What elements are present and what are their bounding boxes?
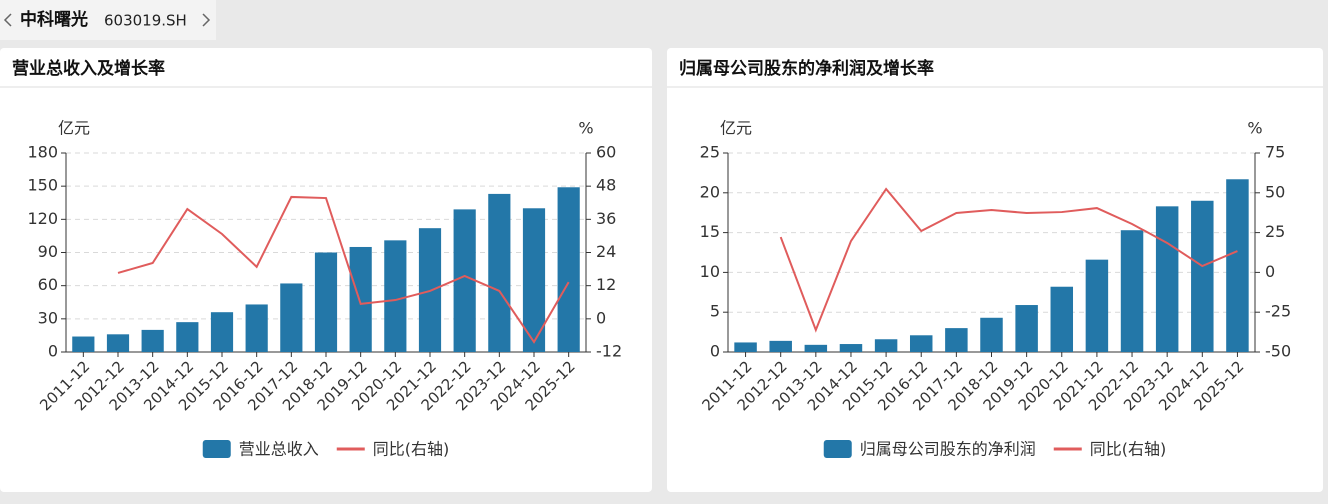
y2-tick-label: -12 bbox=[596, 342, 622, 361]
y-tick-label: 15 bbox=[700, 222, 720, 241]
bar bbox=[980, 317, 1003, 352]
legend-swatch bbox=[202, 440, 231, 458]
bar bbox=[141, 329, 164, 352]
y-tick-label: 180 bbox=[27, 143, 58, 162]
y2-tick-label: 50 bbox=[1265, 182, 1285, 201]
y-tick-label: 20 bbox=[700, 182, 720, 201]
y2-tick-label: 48 bbox=[596, 176, 616, 195]
bar bbox=[874, 339, 898, 352]
y2-tick-label: 12 bbox=[596, 275, 616, 294]
y2-tick-label: 60 bbox=[596, 143, 616, 162]
y2-tick-label: 36 bbox=[596, 209, 616, 228]
y2-tick-label: -25 bbox=[1265, 302, 1291, 321]
legend-swatch bbox=[823, 440, 852, 458]
bar bbox=[245, 304, 268, 352]
y2-axis-unit: % bbox=[1247, 119, 1262, 138]
bar bbox=[734, 342, 757, 352]
y2-tick-label: 24 bbox=[596, 242, 616, 261]
bar bbox=[384, 240, 407, 352]
chart-title: 营业总收入及增长率 bbox=[12, 58, 165, 79]
y-tick-label: 0 bbox=[710, 342, 720, 361]
bar bbox=[1050, 286, 1074, 352]
legend: 归属母公司股东的净利润 同比(右轴) bbox=[823, 440, 1167, 459]
y-tick-label: 0 bbox=[48, 342, 58, 361]
y-axis-unit: 亿元 bbox=[58, 119, 90, 138]
bar bbox=[210, 312, 234, 352]
y-tick-label: 150 bbox=[27, 176, 58, 195]
bar bbox=[280, 283, 303, 352]
bar bbox=[557, 187, 580, 352]
y2-tick-label: -50 bbox=[1265, 342, 1291, 361]
legend-label: 同比(右轴) bbox=[373, 440, 450, 459]
bar bbox=[1226, 179, 1249, 352]
y-tick-label: 5 bbox=[710, 302, 720, 321]
bar bbox=[453, 209, 476, 352]
legend-label: 营业总收入 bbox=[239, 440, 319, 459]
panel bbox=[667, 48, 1323, 492]
legend-label: 同比(右轴) bbox=[1090, 440, 1167, 459]
bar bbox=[176, 322, 199, 352]
bar bbox=[1085, 259, 1109, 352]
bar bbox=[314, 252, 338, 352]
y2-tick-label: 75 bbox=[1265, 143, 1285, 162]
bar bbox=[488, 193, 511, 352]
y-tick-label: 120 bbox=[27, 209, 58, 228]
y2-tick-label: 0 bbox=[596, 308, 606, 327]
bar bbox=[769, 340, 792, 352]
bar bbox=[909, 335, 933, 352]
stock-name: 中科曙光 bbox=[20, 9, 88, 30]
stock-code: 603019.SH bbox=[104, 12, 187, 30]
line bbox=[779, 187, 1238, 333]
bar bbox=[839, 344, 863, 352]
y-tick-label: 10 bbox=[700, 262, 720, 281]
y2-tick-label: 25 bbox=[1265, 222, 1285, 241]
bar bbox=[522, 208, 546, 352]
bar bbox=[72, 336, 95, 352]
bar bbox=[349, 246, 372, 352]
bar bbox=[945, 328, 968, 352]
bar bbox=[1015, 305, 1038, 352]
y-tick-label: 25 bbox=[700, 143, 720, 162]
y-tick-label: 30 bbox=[38, 308, 58, 327]
bar bbox=[1120, 230, 1144, 352]
header-bar bbox=[0, 0, 216, 40]
y-tick-label: 90 bbox=[38, 242, 58, 261]
legend: 营业总收入 同比(右轴) bbox=[202, 440, 450, 459]
chart-title: 归属母公司股东的净利润及增长率 bbox=[679, 58, 934, 79]
prev-button[interactable] bbox=[3, 13, 12, 27]
bar bbox=[804, 344, 828, 352]
y2-tick-label: 0 bbox=[1265, 262, 1275, 281]
y2-axis-unit: % bbox=[578, 119, 593, 138]
bar bbox=[1191, 200, 1214, 352]
y-axis-unit: 亿元 bbox=[720, 119, 752, 138]
next-button[interactable] bbox=[202, 13, 211, 27]
bar bbox=[106, 334, 130, 352]
bar bbox=[1155, 206, 1179, 352]
y-tick-label: 60 bbox=[38, 275, 58, 294]
legend-label: 归属母公司股东的净利润 bbox=[860, 440, 1036, 459]
line bbox=[117, 195, 570, 344]
